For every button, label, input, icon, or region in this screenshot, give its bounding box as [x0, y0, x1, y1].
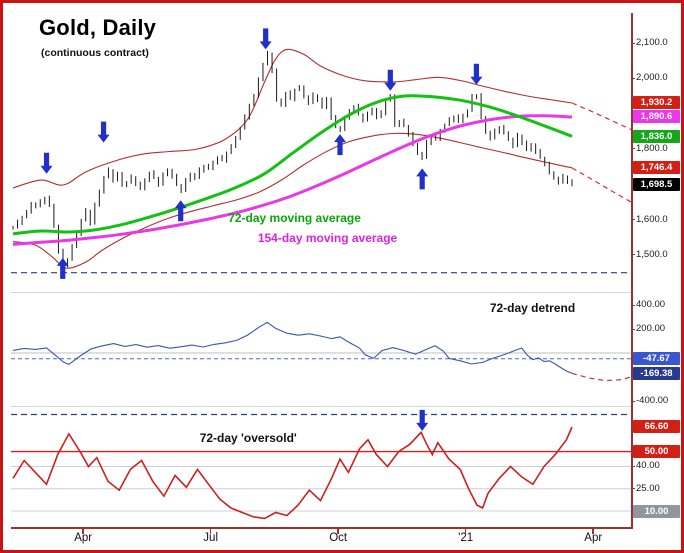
- price-value-badge: 1,836.0: [633, 129, 680, 143]
- panel-divider: [11, 406, 631, 407]
- sell-signal-arrow: [97, 121, 110, 143]
- sell-signal-arrow: [40, 152, 53, 174]
- panel-divider: [11, 292, 631, 293]
- x-axis-label: Oct: [329, 532, 348, 544]
- chart-subtitle: (continuous contract): [41, 47, 149, 59]
- axis-tick-label: 40.00: [636, 460, 660, 472]
- price-value-badge: 1,890.6: [633, 110, 680, 124]
- chart-title: Gold, Daily: [39, 15, 157, 40]
- oversold-value-badge: 10.00: [633, 504, 680, 518]
- x-axis-label: Apr: [584, 532, 603, 544]
- price-annotation: 72-day moving average: [228, 210, 361, 225]
- axis-tick-label: 1,600.0: [636, 213, 668, 225]
- detrend-line: [12, 321, 573, 374]
- detrend-annotation: 72-day detrend: [489, 301, 576, 315]
- axis-tick-mark: [631, 488, 635, 490]
- axis-tick-mark: [631, 77, 635, 79]
- axis-tick-mark: [631, 400, 635, 402]
- axis-tick-mark: [631, 219, 635, 221]
- oversold-value-badge: 66.60: [633, 420, 680, 434]
- upper-band-projection: [571, 102, 631, 131]
- detrend-value-badge: -47.67: [633, 352, 680, 366]
- buy-signal-arrow: [174, 200, 187, 222]
- x-axis-tick-mark: [209, 529, 212, 534]
- axis-tick-mark: [631, 148, 635, 150]
- x-axis-label: Apr: [74, 532, 93, 544]
- oversold-panel: [11, 409, 631, 520]
- sell-signal-arrow: [416, 409, 429, 431]
- axis-tick-label: -400.00: [636, 395, 669, 406]
- envelope-upper-band: [12, 48, 573, 189]
- price-annotation: 154-day moving average: [257, 231, 398, 246]
- price-value-badge: 1,746.4: [633, 161, 680, 175]
- axis-tick-mark: [631, 304, 635, 306]
- oversold-annotation: 72-day 'oversold': [199, 431, 297, 446]
- axis-tick-label: 2,100.0: [636, 37, 668, 48]
- axis-tick-label: 2,000.0: [636, 72, 668, 84]
- x-axis-tick-mark: [592, 529, 594, 534]
- axis-tick-label: 200.00: [636, 323, 666, 334]
- detrend-projection: [571, 372, 631, 382]
- sell-signal-arrow: [384, 69, 397, 91]
- detrend-value-badge: -169.38: [633, 366, 680, 380]
- buy-signal-arrow: [416, 168, 429, 190]
- sell-signal-arrow: [259, 28, 272, 50]
- oversold-value-badge: 50.00: [633, 445, 680, 459]
- axis-tick-mark: [631, 254, 635, 256]
- price-value-badge: 1,930.2: [633, 96, 680, 110]
- lower-band-projection: [571, 167, 631, 203]
- axis-tick-label: 1,500.0: [636, 248, 668, 260]
- ma154-line: [12, 114, 573, 246]
- detrend-panel: [11, 321, 631, 382]
- axis-tick-label: 1,800.0: [636, 142, 668, 154]
- axis-tick-mark: [631, 465, 635, 467]
- price-panel: [11, 28, 631, 279]
- axis-tick-label: 25.00: [636, 482, 660, 494]
- sell-signal-arrow: [470, 63, 483, 85]
- price-axis-line: [631, 13, 633, 529]
- buy-signal-arrow: [56, 257, 69, 279]
- time-axis-line: [11, 527, 633, 529]
- axis-tick-mark: [631, 42, 635, 44]
- x-axis-tick-mark: [337, 529, 339, 534]
- price-value-badge: 1,698.5: [633, 178, 680, 192]
- axis-tick-label: 400.00: [636, 299, 666, 310]
- axis-tick-mark: [631, 328, 635, 330]
- oversold-line: [12, 426, 573, 520]
- x-axis-tick-mark: [464, 529, 467, 534]
- envelope-lower-band: [12, 132, 573, 269]
- x-axis-label: '21: [458, 532, 474, 544]
- ma72-line: [12, 94, 573, 236]
- buy-signal-arrow: [334, 134, 347, 156]
- x-axis-tick-mark: [82, 529, 84, 534]
- x-axis-label: Jul: [203, 532, 219, 544]
